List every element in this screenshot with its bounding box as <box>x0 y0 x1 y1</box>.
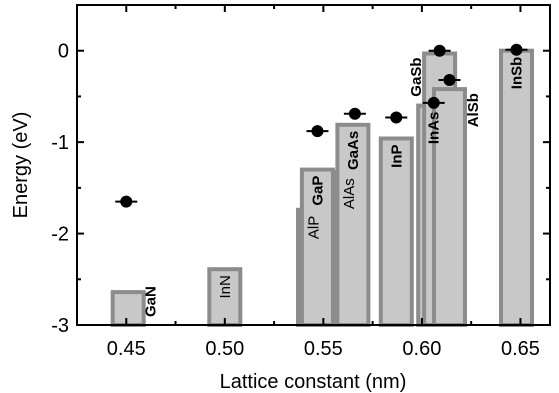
bar-label-alp: AlP <box>306 216 323 239</box>
data-point-5 <box>433 44 446 57</box>
y-axis-title: Energy (eV) <box>10 112 32 219</box>
data-point-4 <box>427 96 440 109</box>
bar-gan <box>110 290 146 328</box>
plot-frame <box>76 4 551 326</box>
bar-label-inas: InAs <box>426 112 443 145</box>
data-point-0 <box>120 195 133 208</box>
data-point-3 <box>390 111 403 124</box>
bar-label-alas: AlAs <box>341 178 358 209</box>
y-tick-label: -3 <box>51 315 69 337</box>
bar-insb <box>499 48 534 327</box>
ticks-layer: 0.45 0.50 0.55 0.60 0.65 -3 -2 -1 0 <box>51 4 550 360</box>
y-tick-label: 0 <box>58 41 69 63</box>
y-tick-label: -2 <box>51 224 69 246</box>
bar-label-gap: GaP <box>309 176 326 206</box>
data-point-6 <box>443 73 456 86</box>
x-tick-label: 0.65 <box>501 338 540 360</box>
bar-label-insb: InSb <box>509 57 526 89</box>
axes-layer <box>76 4 551 326</box>
data-point-1 <box>311 125 324 138</box>
bar-label-inp: InP <box>388 145 405 168</box>
bar-label-gan: GaN <box>143 286 160 317</box>
bar-label-gaas: GaAs <box>345 131 362 170</box>
data-point-2 <box>348 107 361 120</box>
points-layer <box>115 43 528 208</box>
bar-label-inn: InN <box>217 275 234 298</box>
bar-label-alsb: AlSb <box>465 93 482 127</box>
x-tick-label: 0.50 <box>205 338 244 360</box>
x-tick-label: 0.45 <box>107 338 146 360</box>
data-point-7 <box>510 43 523 56</box>
bar-alsb <box>432 87 467 327</box>
x-axis-title: Lattice constant (nm) <box>220 371 407 393</box>
x-tick-label: 0.55 <box>304 338 343 360</box>
bar-gaas <box>335 122 371 327</box>
x-tick-label: 0.60 <box>402 338 441 360</box>
y-tick-label: -1 <box>51 132 69 154</box>
bar-label-gasb: GaSb <box>408 58 425 97</box>
